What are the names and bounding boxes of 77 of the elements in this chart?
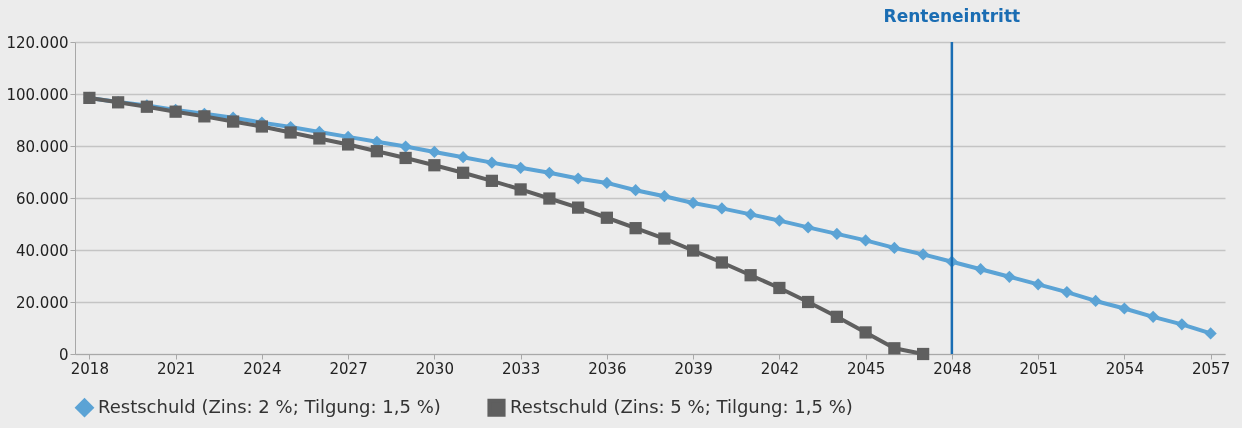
point [1032,278,1045,291]
point [457,151,470,164]
point [399,151,412,165]
point [485,156,498,169]
y-tick-label: 20.000 [16,293,69,312]
point [715,202,728,215]
point [830,227,843,240]
x-tick-label: 2033 [502,359,541,378]
legend-label: Restschuld (Zins: 2 %; Tilgung: 1,5 %) [98,395,441,417]
point [773,281,786,295]
point [457,166,470,179]
point [744,208,757,221]
x-tick-label: 2039 [674,359,713,378]
y-tick-label: 60.000 [16,189,69,208]
x-tick-label: 2054 [1105,359,1144,378]
point [313,132,326,145]
point [629,184,642,197]
point [543,166,556,179]
x-tick-label: 2036 [588,359,627,378]
point [1204,327,1217,340]
point [687,196,700,210]
x-tick-label: 2042 [760,359,799,378]
x-tick-label: 2057 [1192,359,1231,378]
point [1147,310,1160,323]
point [917,248,930,261]
point [859,234,872,247]
point [255,120,268,133]
point [572,172,585,185]
y-tick-label: 120.000 [6,33,69,52]
point [917,347,930,361]
point [514,161,527,174]
point [227,115,240,128]
point [658,232,671,245]
point [342,138,355,151]
x-tick-label: 2018 [70,359,109,378]
point [543,192,556,205]
point [974,263,987,276]
x-tick-label: 2051 [1019,359,1058,378]
point [600,176,613,190]
point [715,256,728,269]
point [658,190,671,203]
point [370,145,383,158]
legend-label: Restschuld (Zins: 5 %; Tilgung: 1,5 %) [510,395,853,417]
x-tick-label: 2030 [415,359,454,378]
y-tick-label: 40.000 [16,241,69,260]
y-tick-label: 0 [58,345,69,364]
point [859,326,872,339]
point [802,221,815,234]
point [485,174,498,187]
point [284,126,297,139]
point [399,140,412,153]
x-tick-label: 2027 [329,359,368,378]
point [888,342,901,355]
point [1003,270,1016,283]
point [629,222,642,235]
point [830,310,843,323]
point [1089,294,1102,308]
point [572,201,585,214]
point [600,211,613,224]
x-tick-label: 2021 [157,359,196,378]
point [802,295,815,309]
point [1175,318,1188,331]
y-tick-label: 100.000 [6,85,69,104]
point [428,145,441,159]
point [1060,286,1073,299]
x-tick-label: 2045 [847,359,886,378]
point [514,183,527,196]
point [744,269,757,282]
point [687,244,700,257]
point [888,241,901,255]
point [773,214,786,227]
x-tick-label: 2048 [933,359,972,378]
x-tick-label: 2024 [243,359,282,378]
ref-line-label: Renteneintritt [883,6,1021,26]
point [428,159,441,172]
y-tick-label: 80.000 [16,137,69,156]
point [1118,302,1131,315]
